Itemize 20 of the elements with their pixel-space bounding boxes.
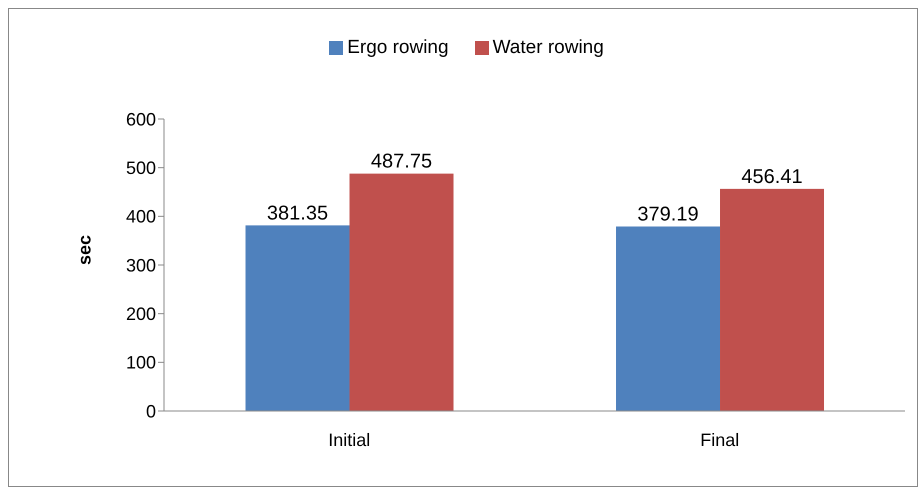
bar (246, 225, 350, 411)
data-label: 456.41 (741, 166, 803, 188)
x-tick-label: Initial (328, 430, 370, 450)
y-tick-label: 200 (126, 304, 156, 324)
y-tick-label: 500 (126, 158, 156, 178)
bar (350, 174, 454, 411)
y-tick-label: 300 (126, 255, 156, 276)
data-label: 379.19 (637, 203, 699, 226)
legend-label: Water rowing (492, 37, 604, 58)
x-tick-label: Final (700, 430, 740, 450)
y-tick-label: 400 (126, 206, 156, 227)
data-label: 487.75 (370, 150, 432, 173)
bar (616, 226, 720, 411)
data-label: 381.35 (266, 202, 328, 224)
y-axis-title: sec (74, 234, 94, 265)
y-tick-label: 600 (126, 109, 156, 130)
y-tick-label: 100 (126, 352, 156, 373)
legend-label: Ergo rowing (347, 37, 449, 58)
bar (720, 188, 824, 411)
y-tick-label: 0 (146, 401, 156, 422)
